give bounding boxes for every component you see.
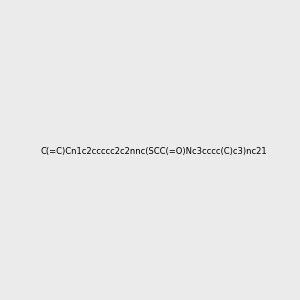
Text: C(=C)Cn1c2ccccc2c2nnc(SCC(=O)Nc3cccc(C)c3)nc21: C(=C)Cn1c2ccccc2c2nnc(SCC(=O)Nc3cccc(C)c… xyxy=(40,147,267,156)
